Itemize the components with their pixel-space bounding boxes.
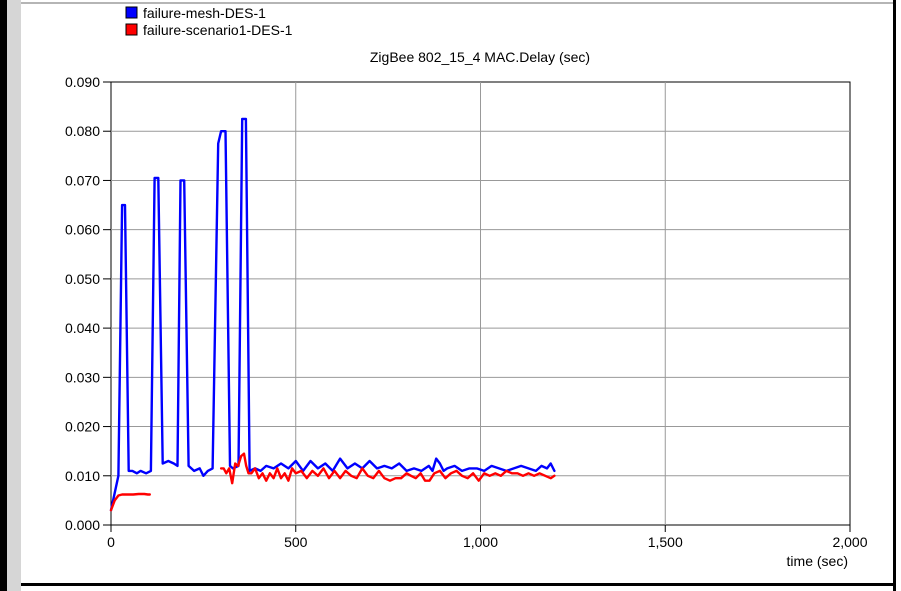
legend-label-scenario1: failure-scenario1-DES-1	[143, 22, 293, 38]
x-tick-label: 1,000	[463, 534, 498, 550]
legend-label-mesh: failure-mesh-DES-1	[143, 5, 266, 21]
x-tick-label: 1,500	[648, 534, 683, 550]
y-tick-label: 0.090	[65, 74, 100, 90]
bottom-border	[21, 583, 893, 586]
series-layer	[109, 117, 556, 512]
y-tick-label: 0.040	[65, 320, 100, 336]
top-edge	[21, 2, 893, 4]
left-panel-strip	[7, 0, 21, 591]
x-tick-label: 500	[284, 534, 308, 550]
legend-swatch-mesh	[125, 6, 138, 19]
x-tick-label: 2,000	[832, 534, 867, 550]
legend: failure-mesh-DES-1 failure-scenario1-DES…	[125, 5, 293, 38]
y-tick-label: 0.020	[65, 419, 100, 435]
y-tick-label: 0.050	[65, 271, 100, 287]
chart-title: ZigBee 802_15_4 MAC.Delay (sec)	[370, 49, 590, 65]
right-border	[893, 0, 896, 591]
x-axis-label: time (sec)	[787, 553, 848, 569]
y-tick-label: 0.030	[65, 369, 100, 385]
y-tick-label: 0.000	[65, 517, 100, 533]
grid	[111, 82, 850, 525]
y-tick-label: 0.010	[65, 468, 100, 484]
left-border	[0, 0, 7, 591]
x-tick-label: 0	[107, 534, 115, 550]
y-tick-label: 0.060	[65, 222, 100, 238]
series-line-mesh	[109, 117, 556, 512]
legend-swatch-scenario1	[125, 23, 138, 36]
x-axis: 0 500 1,000 1,500 2,000	[107, 525, 868, 550]
y-tick-label: 0.080	[65, 123, 100, 139]
y-tick-label: 0.070	[65, 172, 100, 188]
series-line-scenario1-segment-0	[109, 492, 152, 512]
series-line-scenario1-segment-1	[219, 452, 556, 485]
y-axis: 0.000 0.010 0.020 0.030 0.040 0.050 0.060 0.070…	[65, 74, 111, 533]
